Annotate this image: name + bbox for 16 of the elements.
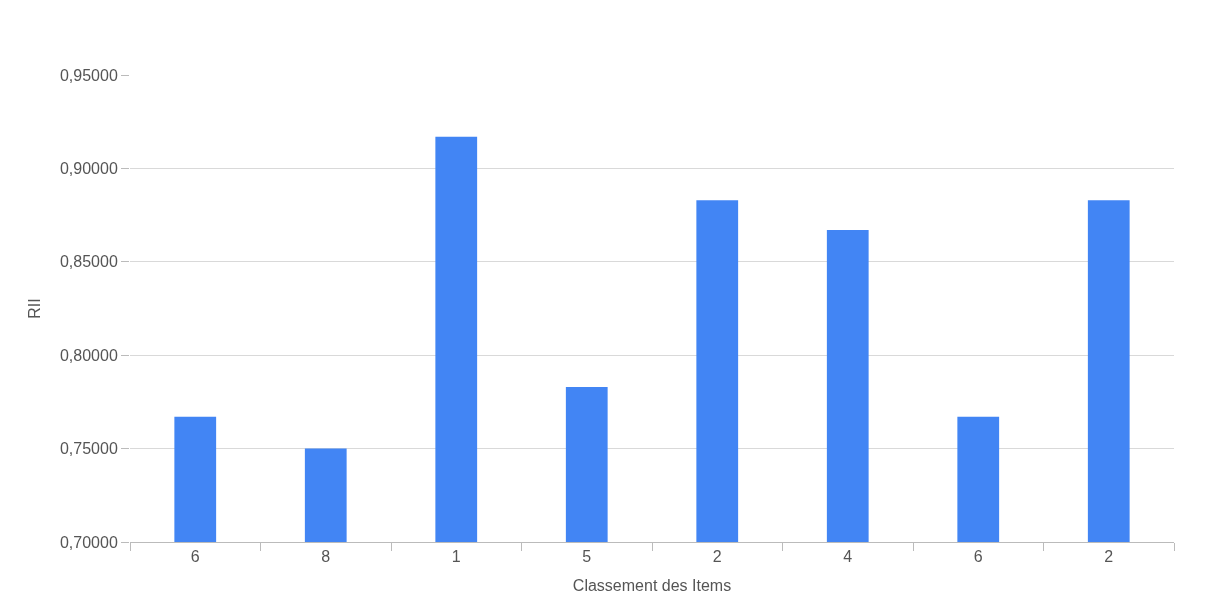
- y-tick-label: 0,70000: [59, 533, 118, 551]
- x-tick-label: 8: [321, 548, 331, 566]
- x-tick-label: 6: [190, 548, 200, 566]
- y-tick-label: 0,80000: [59, 346, 118, 364]
- y-tick-label: 0,95000: [59, 66, 118, 84]
- x-tick-label: 5: [582, 548, 592, 566]
- y-tick-label: 0,85000: [59, 253, 118, 271]
- y-tick-label: 0,75000: [59, 440, 118, 458]
- x-axis-title: Classement des Items: [572, 576, 732, 594]
- x-tick-label: 6: [973, 548, 983, 566]
- x-tick-label: 1: [451, 548, 461, 566]
- y-axis-title: RII: [25, 298, 43, 319]
- x-tick-label: 4: [843, 548, 853, 566]
- y-tick-label: 0,90000: [59, 160, 118, 177]
- x-tick-label: 2: [1104, 548, 1114, 566]
- x-tick-label: 2: [712, 548, 722, 566]
